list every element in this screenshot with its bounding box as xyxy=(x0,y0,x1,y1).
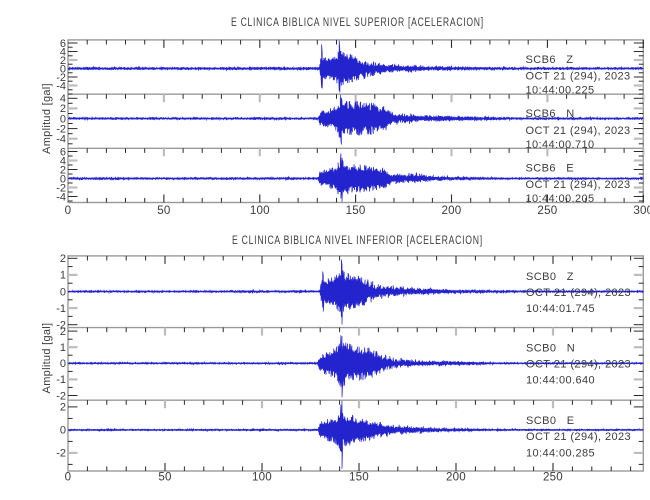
svg-text:2: 2 xyxy=(60,55,66,67)
svg-text:0: 0 xyxy=(65,204,72,217)
svg-text:1: 1 xyxy=(60,270,66,282)
svg-text:4: 4 xyxy=(60,155,66,167)
svg-text:2: 2 xyxy=(60,103,66,115)
svg-text:SCB6 N: SCB6 N xyxy=(526,108,575,120)
svg-text:Amplitud [gal]: Amplitud [gal] xyxy=(41,83,53,154)
svg-text:6: 6 xyxy=(60,146,66,158)
svg-text:OCT 21 (294), 2023: OCT 21 (294), 2023 xyxy=(526,359,631,371)
svg-text:100: 100 xyxy=(252,471,272,484)
svg-text:-2: -2 xyxy=(56,123,66,135)
svg-text:0: 0 xyxy=(60,63,66,75)
svg-text:-4: -4 xyxy=(56,134,66,146)
svg-text:10:44:00.640: 10:44:00.640 xyxy=(526,375,595,387)
svg-text:200: 200 xyxy=(442,204,462,217)
svg-text:10:44:00.205: 10:44:00.205 xyxy=(526,193,595,205)
svg-text:2: 2 xyxy=(60,402,66,414)
svg-text:OCT 21 (294), 2023: OCT 21 (294), 2023 xyxy=(526,287,631,299)
svg-text:-2: -2 xyxy=(56,390,66,402)
svg-text:10:44:01.745: 10:44:01.745 xyxy=(526,303,595,315)
svg-text:0: 0 xyxy=(60,173,66,185)
svg-text:OCT 21 (294), 2023: OCT 21 (294), 2023 xyxy=(526,431,631,443)
svg-text:OCT 21 (294), 2023: OCT 21 (294), 2023 xyxy=(526,125,631,137)
svg-text:0: 0 xyxy=(60,358,66,370)
svg-text:150: 150 xyxy=(346,204,366,217)
svg-text:200: 200 xyxy=(446,471,466,484)
svg-text:0: 0 xyxy=(60,425,66,437)
svg-text:-2: -2 xyxy=(56,182,66,194)
svg-text:4: 4 xyxy=(60,93,66,105)
svg-text:E CLINICA BIBLICA NIVEL SUPERI: E CLINICA BIBLICA NIVEL SUPERIOR [ACELER… xyxy=(231,17,484,30)
svg-text:E CLINICA BIBLICA NIVEL INFERI: E CLINICA BIBLICA NIVEL INFERIOR [ACELER… xyxy=(232,235,483,248)
svg-text:-1: -1 xyxy=(56,374,66,386)
svg-text:0: 0 xyxy=(65,471,72,484)
svg-text:300: 300 xyxy=(633,204,650,217)
svg-text:-2: -2 xyxy=(56,320,66,332)
svg-text:SCB6 E: SCB6 E xyxy=(526,162,574,174)
svg-text:2: 2 xyxy=(60,326,66,338)
svg-text:SCB0 N: SCB0 N xyxy=(526,343,575,355)
svg-text:2: 2 xyxy=(60,253,66,265)
svg-text:10:44:00.225: 10:44:00.225 xyxy=(526,85,595,97)
svg-text:SCB0 E: SCB0 E xyxy=(526,415,574,427)
svg-text:-4: -4 xyxy=(56,80,66,92)
svg-text:0: 0 xyxy=(60,113,66,125)
svg-text:50: 50 xyxy=(157,204,170,217)
svg-text:Amplitud [gal]: Amplitud [gal] xyxy=(41,323,53,394)
svg-text:2: 2 xyxy=(60,164,66,176)
svg-text:OCT 21 (294), 2023: OCT 21 (294), 2023 xyxy=(526,179,631,191)
svg-text:-4: -4 xyxy=(56,191,66,203)
svg-text:250: 250 xyxy=(537,204,557,217)
svg-text:SCB6 Z: SCB6 Z xyxy=(526,54,574,66)
svg-text:-2: -2 xyxy=(56,448,66,460)
svg-text:150: 150 xyxy=(349,471,369,484)
svg-text:OCT 21 (294), 2023: OCT 21 (294), 2023 xyxy=(526,71,631,83)
svg-text:250: 250 xyxy=(543,471,563,484)
svg-text:SCB0 Z: SCB0 Z xyxy=(526,271,574,283)
svg-text:0: 0 xyxy=(60,286,66,298)
svg-text:50: 50 xyxy=(158,471,171,484)
svg-text:-2: -2 xyxy=(56,72,66,84)
svg-text:4: 4 xyxy=(60,46,66,58)
svg-text:6: 6 xyxy=(60,38,66,50)
svg-text:100: 100 xyxy=(250,204,270,217)
svg-text:10:44:00.710: 10:44:00.710 xyxy=(526,139,595,151)
svg-text:-1: -1 xyxy=(56,303,66,315)
svg-text:1: 1 xyxy=(60,342,66,354)
svg-text:10:44:00.285: 10:44:00.285 xyxy=(526,447,595,459)
